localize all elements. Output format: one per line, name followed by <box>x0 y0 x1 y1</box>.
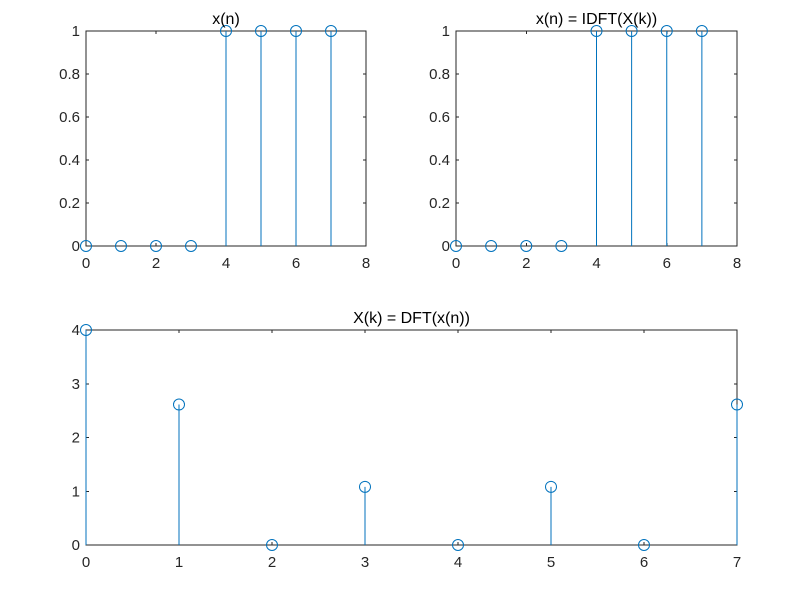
x-tick-label: 0 <box>452 255 460 272</box>
plot-title: x(n) <box>212 11 240 28</box>
y-tick-label: 1 <box>72 483 80 500</box>
stem-marker <box>185 240 197 252</box>
y-tick-label: 1 <box>442 23 450 40</box>
stem-marker <box>452 539 464 551</box>
x-tick-label: 4 <box>592 255 600 272</box>
stem-marker <box>359 480 371 493</box>
y-tick-label: 0.2 <box>429 195 450 212</box>
stem-marker <box>80 240 92 252</box>
x-tick-label: 4 <box>222 255 230 272</box>
stem-marker <box>325 25 337 37</box>
x-tick-label: 4 <box>454 554 462 571</box>
stem-marker <box>220 25 232 37</box>
y-tick-label: 2 <box>72 430 80 447</box>
stem-marker <box>80 324 92 336</box>
y-tick-label: 0.4 <box>429 152 450 169</box>
x-tick-label: 2 <box>522 255 530 272</box>
stem-marker <box>638 539 650 551</box>
stem-marker <box>545 480 557 493</box>
y-tick-label: 1 <box>72 23 80 40</box>
y-tick-label: 0.8 <box>59 66 80 83</box>
x-tick-label: 7 <box>733 554 741 571</box>
x-tick-label: 6 <box>640 554 648 571</box>
y-tick-label: 0.8 <box>429 66 450 83</box>
stem-marker <box>555 240 568 252</box>
axes-box <box>85 329 738 546</box>
x-tick-label: 6 <box>292 255 300 272</box>
y-tick-label: 0.6 <box>59 109 80 126</box>
x-tick-label: 8 <box>733 255 741 272</box>
y-tick-label: 0.6 <box>429 109 450 126</box>
stem-marker <box>695 25 708 37</box>
stem-marker <box>590 25 603 37</box>
x-tick-label: 5 <box>547 554 555 571</box>
stem-marker <box>150 240 162 252</box>
stem-marker <box>255 25 267 37</box>
y-tick-label: 0 <box>72 537 80 554</box>
stem-marker <box>173 398 185 411</box>
x-tick-label: 1 <box>175 554 183 571</box>
stem-marker <box>115 240 127 252</box>
stem-marker <box>450 240 462 252</box>
y-tick-label: 4 <box>72 322 80 339</box>
stem-marker <box>485 240 498 252</box>
stem-marker <box>290 25 302 37</box>
stem-marker <box>731 398 743 411</box>
y-tick-label: 0 <box>442 238 450 255</box>
x-tick-label: 8 <box>362 255 370 272</box>
x-tick-label: 0 <box>82 255 90 272</box>
subplot-idft: 0 2 4 6 8 0 0.2 0.4 0.6 0.8 1 x(n) = IDFT(X(k)) <box>429 11 741 272</box>
stem-marker <box>266 539 278 551</box>
y-tick-label: 0 <box>72 238 80 255</box>
x-tick-label: 0 <box>82 554 90 571</box>
y-tick-label: 3 <box>72 376 80 393</box>
y-tick-label: 0.2 <box>59 195 80 212</box>
stem-marker <box>660 25 673 37</box>
x-tick-label: 2 <box>152 255 160 272</box>
stem-marker <box>520 240 533 252</box>
x-tick-label: 2 <box>268 554 276 571</box>
x-tick-label: 6 <box>663 255 671 272</box>
plot-title: x(n) = IDFT(X(k)) <box>536 11 657 28</box>
plot-title: X(k) = DFT(x(n)) <box>353 310 470 327</box>
stem-marker <box>625 25 638 37</box>
subplot-dft: 0 1 2 3 4 5 6 7 0 1 2 3 4 X(k) = DFT(x(n)) <box>72 310 743 571</box>
subplot-x-n: 0 2 4 6 8 0 0.2 0.4 0.6 0.8 1 x(n) <box>59 11 370 272</box>
y-tick-label: 0.4 <box>59 152 80 169</box>
x-tick-label: 3 <box>361 554 369 571</box>
